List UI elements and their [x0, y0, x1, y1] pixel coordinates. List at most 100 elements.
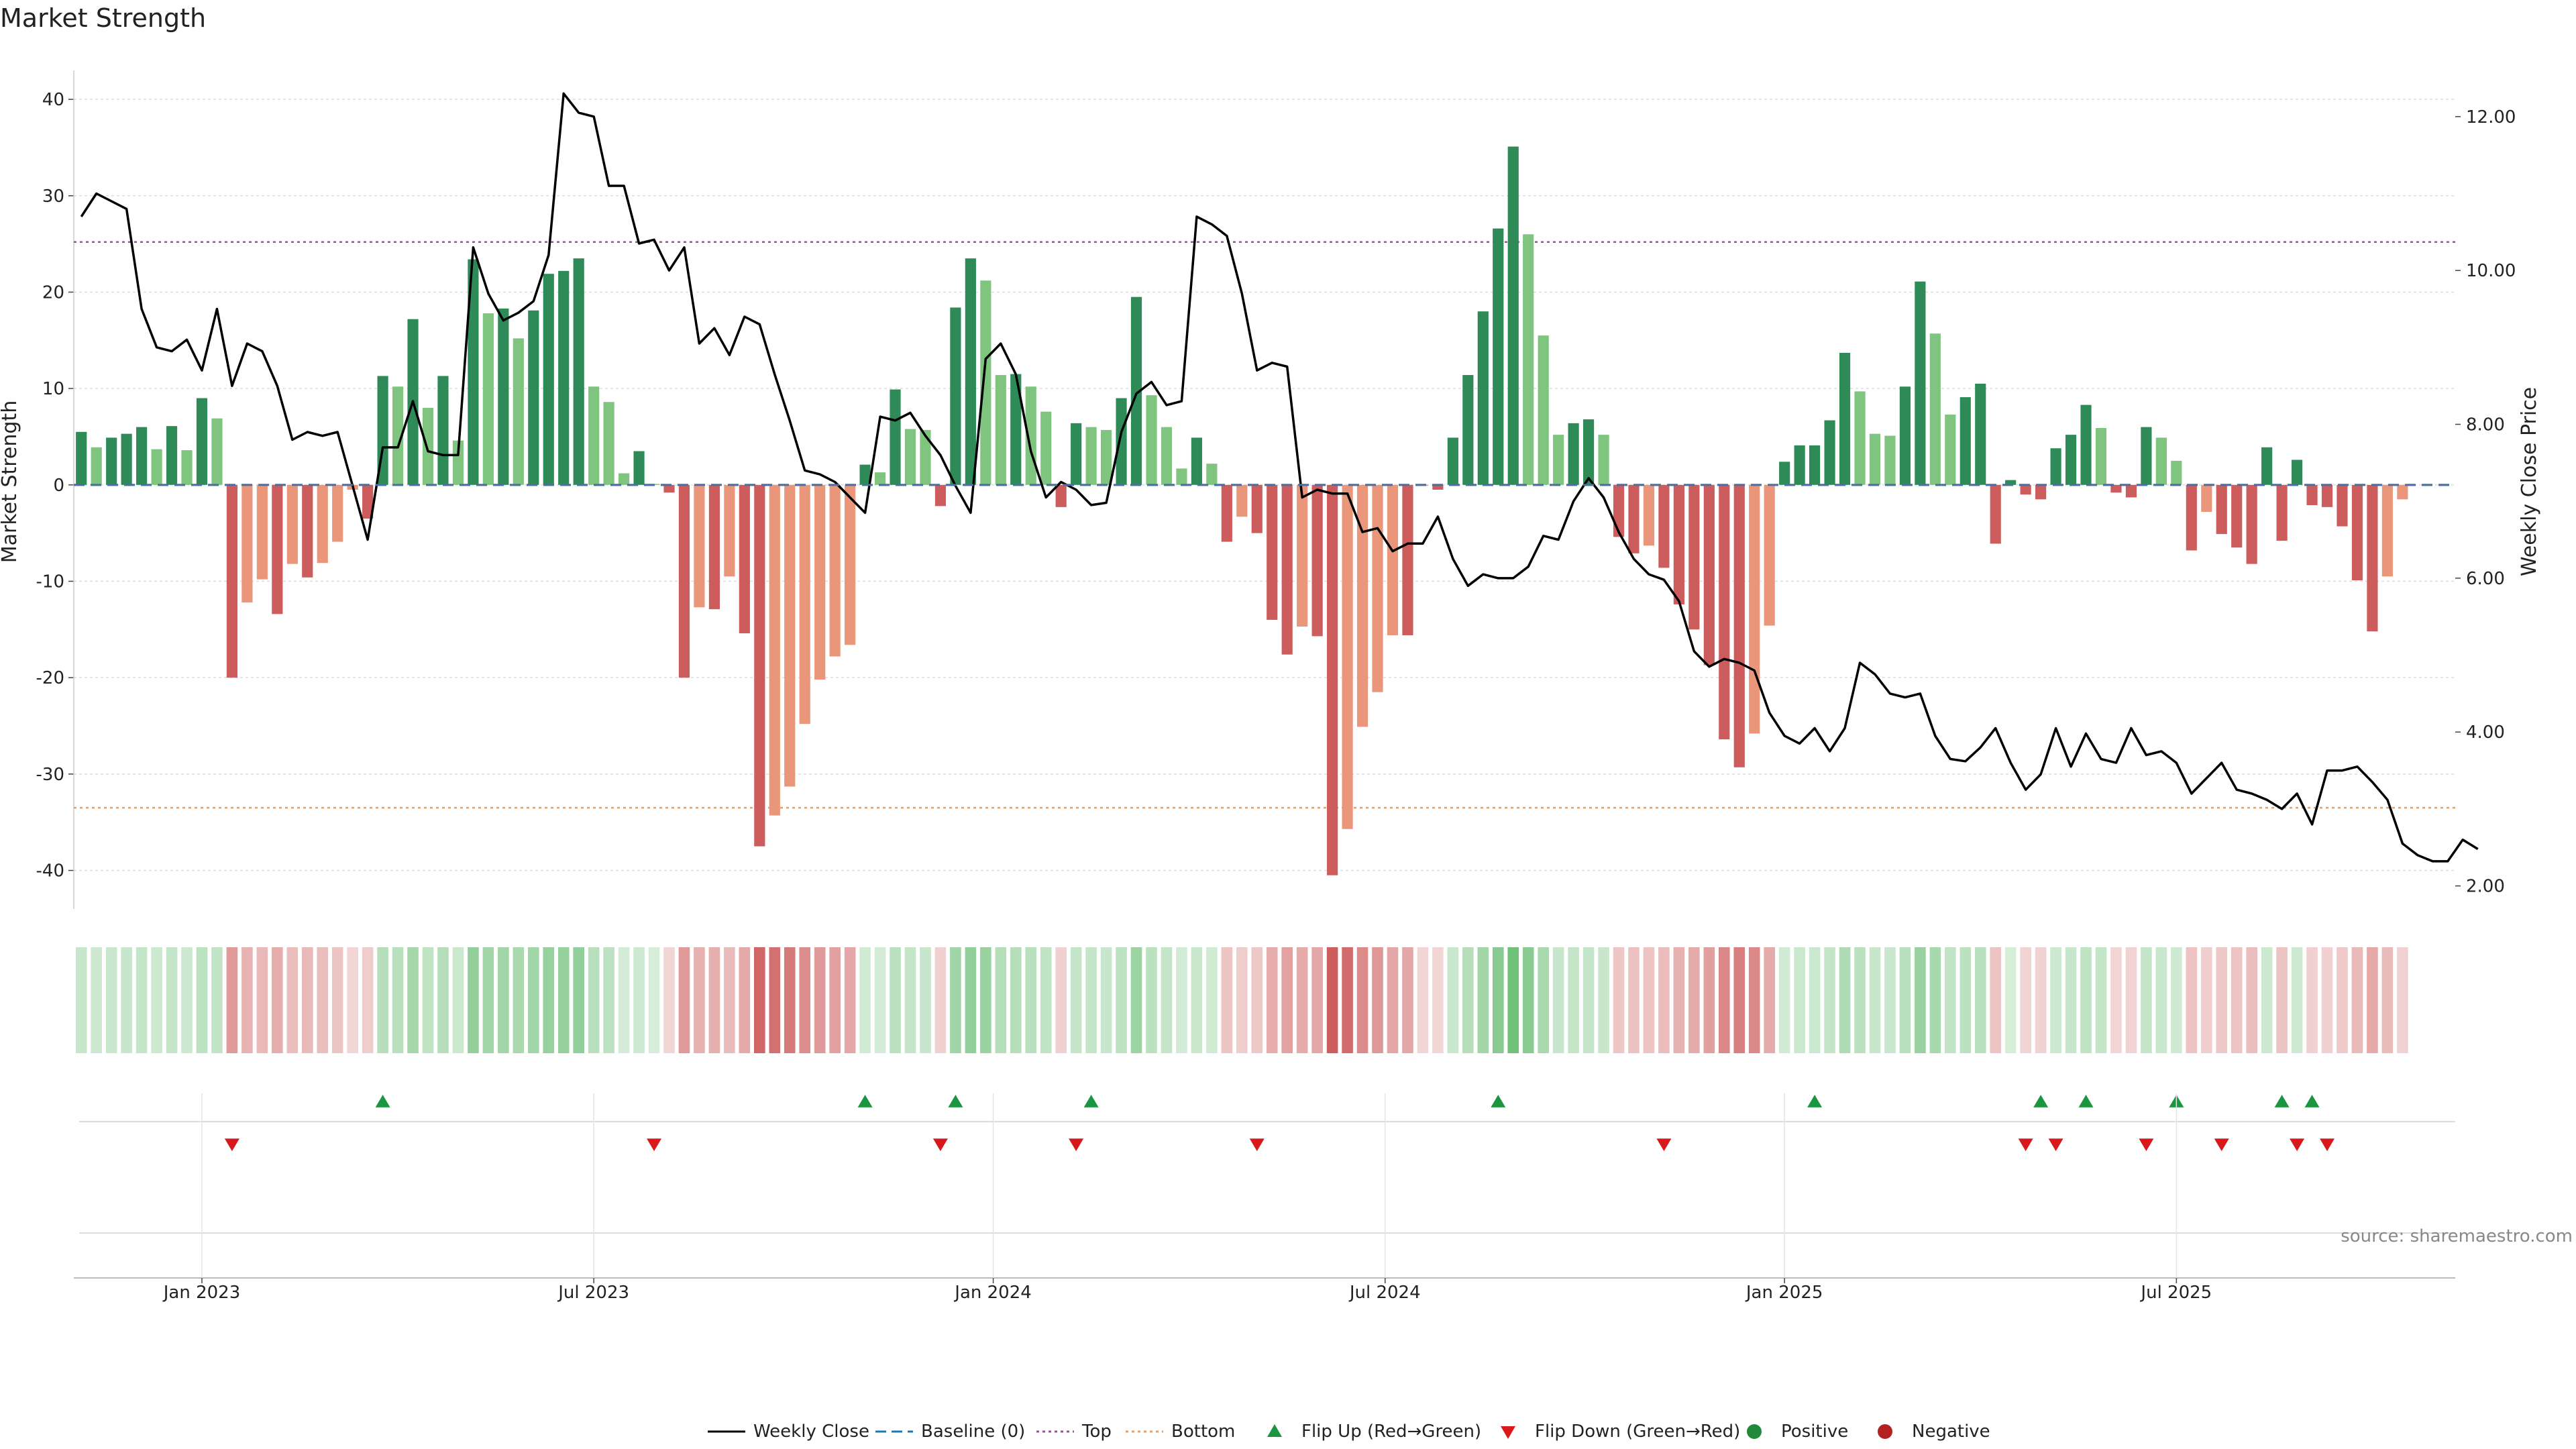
strength-bar: [1356, 484, 1368, 727]
flip-up-marker: [2078, 1095, 2094, 1108]
strength-bar: [724, 484, 735, 577]
strength-bar: [573, 258, 584, 485]
left-tick-label: -10: [36, 572, 64, 592]
heat-cell: [1915, 947, 1926, 1053]
heat-cell: [226, 947, 238, 1053]
strength-bar: [934, 484, 947, 506]
heat-cell: [75, 947, 87, 1053]
strength-bar: [2276, 484, 2288, 541]
strength-bar: [1719, 484, 1730, 740]
strength-bar: [2020, 484, 2031, 495]
heat-cell: [392, 947, 404, 1053]
heat-cell: [603, 947, 614, 1053]
strength-bar: [528, 310, 539, 485]
x-tick-label: Jul 2023: [557, 1283, 629, 1303]
heat-cell: [1658, 947, 1670, 1053]
heat-cell: [286, 947, 299, 1053]
strength-bar: [1311, 484, 1323, 637]
strength-bar: [1387, 484, 1399, 635]
heat-cell: [1507, 947, 1519, 1053]
strength-bar: [1884, 435, 1896, 485]
strength-bar: [1553, 435, 1564, 485]
reference-lines: [74, 241, 2455, 809]
strength-bar: [1221, 484, 1232, 542]
heat-cell: [874, 947, 886, 1053]
heat-cell: [1236, 947, 1248, 1053]
heat-cell: [272, 947, 283, 1053]
strength-bar: [920, 429, 931, 485]
legend-label: Weekly Close: [753, 1421, 869, 1442]
heat-cell: [1221, 947, 1233, 1053]
heat-cell: [196, 947, 208, 1053]
heat-cell: [2231, 947, 2243, 1053]
heat-cell: [1356, 947, 1368, 1053]
weekly-close-line-group: [80, 92, 2479, 863]
flip-down-marker: [1069, 1138, 1084, 1151]
heat-cell: [1326, 947, 1338, 1053]
legend-triangle-down-marker: [1501, 1426, 1515, 1439]
heat-cell: [1206, 947, 1218, 1053]
heat-cell: [1809, 947, 1821, 1053]
heat-cell: [2020, 947, 2031, 1053]
strength-bar: [799, 484, 810, 724]
right-tick-label: 10.00: [2466, 261, 2516, 281]
heat-cell: [1522, 947, 1534, 1053]
right-tick-label: 4.00: [2466, 722, 2505, 743]
heat-cell: [2200, 947, 2212, 1053]
heat-cell: [1070, 947, 1082, 1053]
heat-cell: [1778, 947, 1790, 1053]
x-tick-label: Jan 2025: [1745, 1283, 1823, 1303]
strength-bar: [1869, 433, 1881, 485]
strength-bar: [1854, 391, 1866, 485]
heat-cell: [1372, 947, 1383, 1053]
strength-bar: [2367, 484, 2378, 632]
legend-item: Flip Up (Red→Green): [1267, 1421, 1481, 1442]
strength-bar: [2397, 484, 2408, 500]
legend-item: Bottom: [1126, 1421, 1235, 1442]
strength-bar: [1161, 427, 1173, 485]
strength-bar: [995, 375, 1006, 485]
heat-cell: [1703, 947, 1715, 1053]
heat-cell: [513, 947, 525, 1053]
strength-bar: [302, 484, 313, 578]
strength-bar: [965, 258, 976, 485]
heat-cell: [301, 947, 313, 1053]
right-tick-label: 8.00: [2466, 415, 2505, 435]
strength-bar: [2095, 428, 2107, 485]
legend-label: Top: [1081, 1421, 1112, 1442]
strength-bar: [2141, 427, 2152, 485]
strength-bar: [950, 307, 961, 485]
strength-bar: [91, 447, 102, 485]
heat-cell: [1010, 947, 1022, 1053]
strength-bar: [1523, 234, 1534, 485]
strength-bar: [814, 484, 826, 680]
heat-cell: [1402, 947, 1413, 1053]
strength-bar: [1493, 228, 1504, 485]
right-tick-label: 12.00: [2466, 107, 2516, 127]
strength-bar: [2186, 484, 2197, 551]
legend-item: Baseline (0): [875, 1421, 1025, 1442]
strength-bar: [2005, 480, 2017, 485]
heat-cell: [2246, 947, 2257, 1053]
strength-bar: [1688, 484, 1700, 630]
heat-cell: [1462, 947, 1474, 1053]
strength-bar: [468, 259, 479, 485]
heat-cell: [1929, 947, 1941, 1053]
legend: Weekly Close Baseline (0) Top Bottom Flip Up…: [708, 1421, 1990, 1442]
strength-bar: [136, 427, 148, 485]
flip-down-marker: [2214, 1138, 2229, 1151]
strength-bar: [1568, 423, 1579, 485]
strength-bar: [663, 484, 675, 493]
heat-cell: [331, 947, 343, 1053]
strength-bar: [2155, 437, 2167, 485]
strength-bar: [739, 484, 750, 634]
heat-cell: [2080, 947, 2092, 1053]
heat-cell: [1161, 947, 1173, 1053]
strength-bar: [437, 376, 449, 485]
heat-cell: [1673, 947, 1685, 1053]
flip-down-marker: [2139, 1138, 2154, 1151]
x-tick-label: Jul 2025: [2139, 1283, 2212, 1303]
strength-bar: [181, 450, 193, 485]
heat-cell: [1538, 947, 1549, 1053]
flip-up-marker: [2304, 1095, 2320, 1108]
